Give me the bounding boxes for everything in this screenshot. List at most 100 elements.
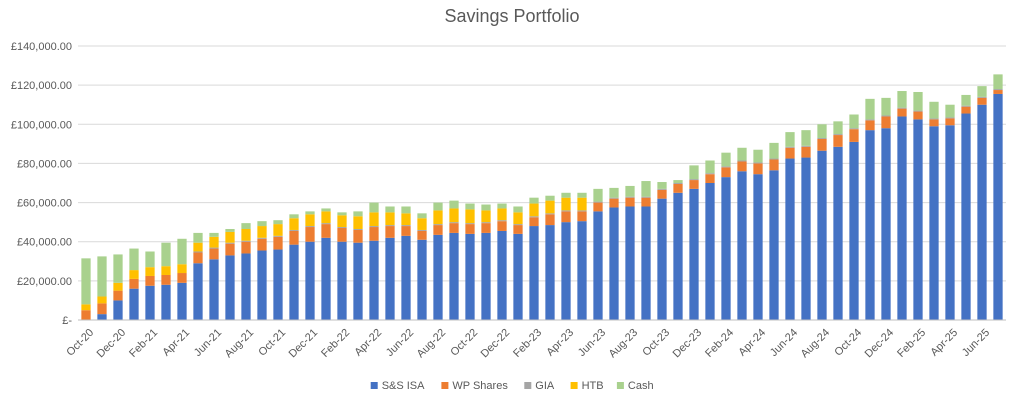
x-tick-label: Jun-24 xyxy=(768,327,800,359)
bar-segment-gia xyxy=(465,223,475,225)
bar-segment-gia xyxy=(561,210,571,212)
bar-segment-s-s-isa xyxy=(737,171,747,320)
bar-segment-s-s-isa xyxy=(337,241,347,320)
bar-segment-cash xyxy=(913,91,923,111)
bar-segment-cash xyxy=(753,149,763,163)
bar-segment-cash xyxy=(785,132,795,147)
legend-label-s-s-isa: S&S ISA xyxy=(382,380,425,392)
bar-segment-htb xyxy=(513,212,523,225)
bar-segment-htb xyxy=(401,213,411,226)
bar-segment-gia xyxy=(273,235,283,237)
bar-segment-gia xyxy=(225,242,235,244)
bar-segment-s-s-isa xyxy=(913,119,923,321)
bar-segment-gia xyxy=(241,240,251,242)
bar-segment-wp-shares xyxy=(529,217,539,227)
bar-segment-s-s-isa xyxy=(513,233,523,320)
bar-segment-wp-shares xyxy=(913,111,923,120)
x-tick-label: Feb-23 xyxy=(511,327,544,360)
bar-segment-cash xyxy=(545,195,555,201)
bar-segment-htb xyxy=(545,200,555,214)
bar-segment-cash xyxy=(689,165,699,180)
bar-segment-s-s-isa xyxy=(401,235,411,320)
x-tick-label: Oct-23 xyxy=(640,327,672,359)
bar-segment-cash xyxy=(641,181,651,197)
bar-segment-gia xyxy=(305,226,315,228)
bar-segment-htb xyxy=(305,214,315,227)
bar-segment-cash xyxy=(369,202,379,213)
y-axis: £- £20,000.00 £40,000.00 £60,000.00 £80,000.… xyxy=(11,41,73,327)
bar-segment-s-s-isa xyxy=(673,192,683,320)
bar-segment-gia xyxy=(929,118,939,120)
bar-segment-wp-shares xyxy=(833,135,843,147)
bar-segment-s-s-isa xyxy=(577,221,587,320)
x-tick-label: Apr-21 xyxy=(160,327,192,359)
bar-segment-s-s-isa xyxy=(785,158,795,320)
bar-segment-wp-shares xyxy=(769,159,779,171)
bar-segment-htb xyxy=(449,208,459,223)
bar-segment-htb xyxy=(497,208,507,221)
bar-segment-wp-shares xyxy=(993,90,1003,94)
bar-segment-wp-shares xyxy=(385,226,395,238)
bar-segment-gia xyxy=(721,166,731,168)
bar-segment-wp-shares xyxy=(977,97,987,105)
bar-segment-s-s-isa xyxy=(353,242,363,320)
bar-segment-cash xyxy=(849,114,859,129)
bar-segment-wp-shares xyxy=(929,119,939,127)
bar-segment-gia xyxy=(193,251,203,253)
bar-segment-wp-shares xyxy=(945,118,955,126)
bar-segment-wp-shares xyxy=(465,224,475,234)
y-tick-label: £60,000.00 xyxy=(17,198,72,210)
bar-segment-wp-shares xyxy=(673,183,683,193)
x-tick-label: Aug-24 xyxy=(799,327,833,361)
bar-segment-cash xyxy=(193,232,203,243)
bar-segment-s-s-isa xyxy=(193,263,203,320)
bar-segment-cash xyxy=(945,104,955,118)
bar-segment-gia xyxy=(497,220,507,222)
x-tick-label: Feb-25 xyxy=(895,327,928,360)
bar-segment-gia xyxy=(737,160,747,162)
bar-segment-cash xyxy=(673,180,683,183)
bar-segment-cash xyxy=(97,256,107,297)
bar-segment-cash xyxy=(337,212,347,216)
bar-segment-cash xyxy=(657,182,667,189)
bar-segment-gia xyxy=(369,226,379,228)
x-tick-label: Aug-22 xyxy=(415,327,449,361)
bar-segment-cash xyxy=(993,74,1003,90)
bar-segment-s-s-isa xyxy=(497,230,507,320)
bar-segment-gia xyxy=(769,158,779,160)
bar-segment-wp-shares xyxy=(81,310,91,320)
bar-segment-gia xyxy=(625,196,635,198)
bar-segment-wp-shares xyxy=(593,202,603,212)
bar-segment-wp-shares xyxy=(353,229,363,243)
x-tick-label: Jun-25 xyxy=(960,327,992,359)
bar-segment-cash xyxy=(209,232,219,237)
bar-segment-wp-shares xyxy=(721,167,731,178)
bar-segment-htb xyxy=(241,228,251,241)
bar-segment-s-s-isa xyxy=(609,207,619,320)
chart-title: Savings Portfolio xyxy=(444,6,579,26)
bar-segment-cash xyxy=(449,200,459,209)
bar-segment-cash xyxy=(481,204,491,211)
x-tick-label: Dec-21 xyxy=(287,327,321,361)
bar-segment-wp-shares xyxy=(193,252,203,264)
bar-segment-s-s-isa xyxy=(257,250,267,320)
bar-segment-htb xyxy=(385,212,395,226)
bar-segment-gia xyxy=(529,216,539,218)
bar-segment-s-s-isa xyxy=(97,314,107,320)
bar-segment-htb xyxy=(529,203,539,217)
bar-segment-cash xyxy=(225,228,235,232)
bar-segment-wp-shares xyxy=(113,290,123,301)
bar-segment-htb xyxy=(129,270,139,279)
bar-segment-cash xyxy=(241,223,251,229)
x-tick-label: Jun-23 xyxy=(576,327,608,359)
bar-segment-htb xyxy=(209,236,219,248)
bar-segment-cash xyxy=(833,121,843,135)
bar-segment-s-s-isa xyxy=(849,141,859,320)
bar-segment-cash xyxy=(385,206,395,213)
bar-segment-gia xyxy=(337,227,347,229)
x-tick-label: Dec-24 xyxy=(863,327,897,361)
x-tick-label: Dec-23 xyxy=(671,327,705,361)
bar-segment-gia xyxy=(881,115,891,117)
bar-segment-wp-shares xyxy=(705,174,715,183)
bar-segment-wp-shares xyxy=(753,163,763,175)
